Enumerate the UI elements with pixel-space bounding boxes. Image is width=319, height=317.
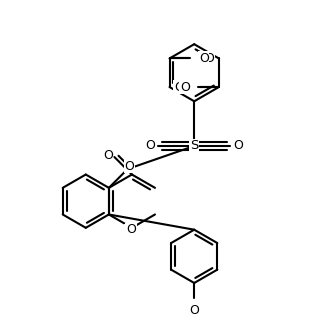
Text: O: O: [125, 224, 135, 237]
Text: O: O: [233, 139, 243, 152]
Text: O: O: [199, 52, 209, 65]
Text: O: O: [174, 81, 184, 94]
Text: O: O: [103, 149, 113, 162]
Text: O: O: [125, 160, 135, 173]
Text: O: O: [145, 139, 155, 152]
Text: O: O: [204, 52, 214, 65]
Text: O: O: [103, 149, 113, 162]
Text: O: O: [233, 139, 243, 152]
Text: S: S: [190, 139, 198, 152]
Text: O: O: [189, 304, 199, 317]
Text: O: O: [145, 139, 155, 152]
Text: O: O: [180, 81, 189, 94]
Text: O: O: [180, 81, 189, 94]
Text: O: O: [126, 223, 136, 236]
Text: O: O: [189, 304, 199, 317]
Text: O: O: [125, 160, 135, 173]
Text: S: S: [190, 139, 198, 152]
Text: O: O: [199, 52, 209, 65]
